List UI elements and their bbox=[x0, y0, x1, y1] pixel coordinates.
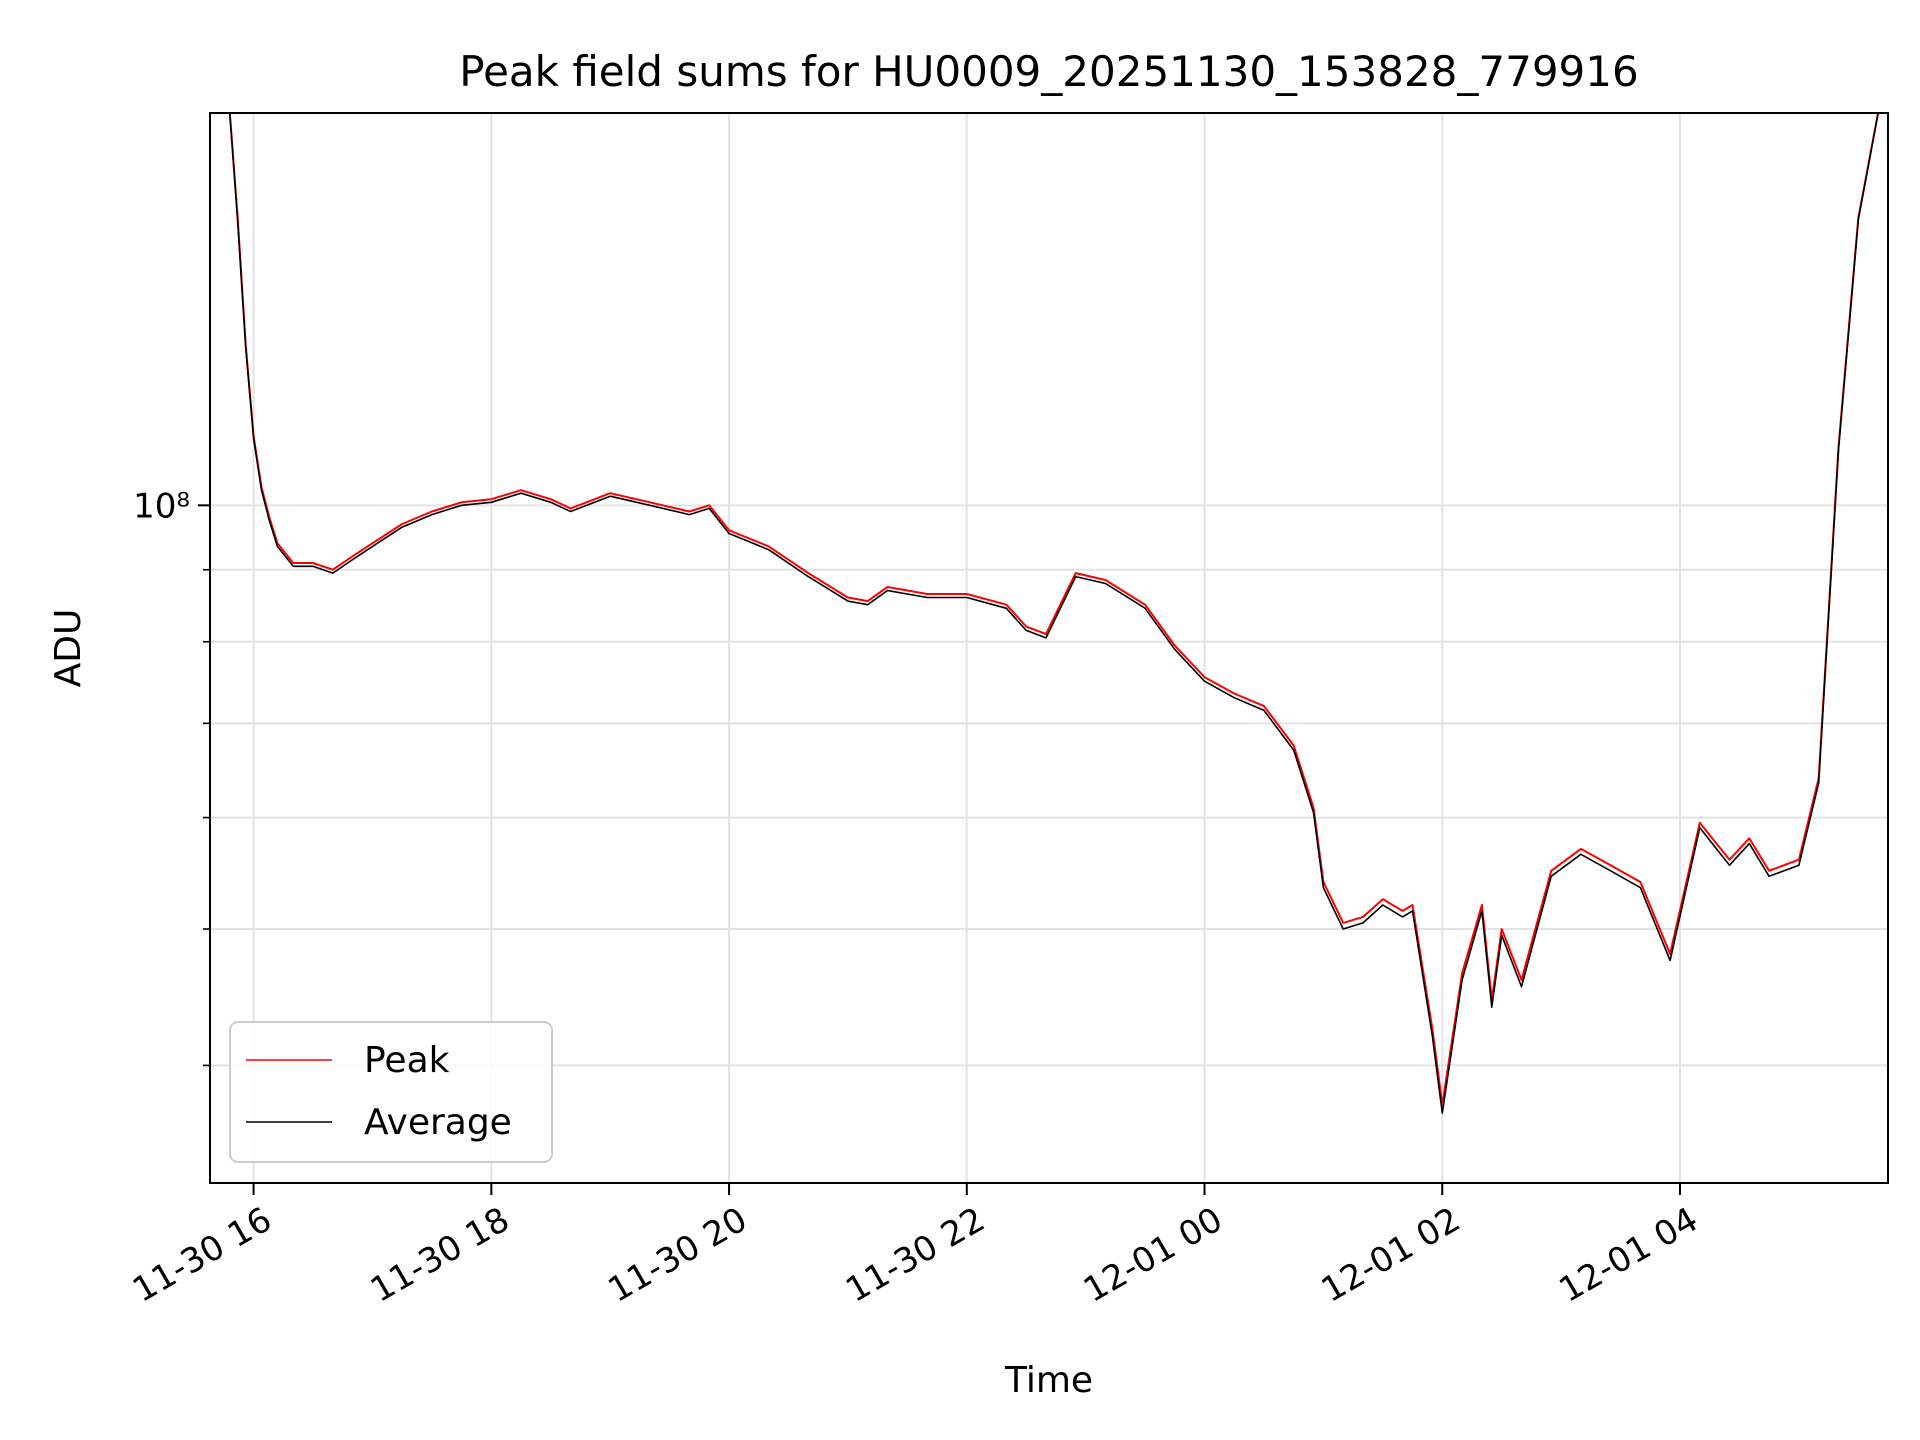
legend-box bbox=[229, 1021, 553, 1163]
y-axis-label: ADU bbox=[48, 609, 89, 688]
legend: Peak Average bbox=[229, 1021, 553, 1163]
series-line-average bbox=[229, 113, 1879, 1114]
y-tick-label: 10⁸ bbox=[133, 486, 190, 526]
plot-frame bbox=[209, 112, 1889, 1184]
series-group bbox=[228, 113, 1880, 1114]
series-line-peak bbox=[228, 113, 1880, 1106]
legend-label-average: Average bbox=[364, 1102, 512, 1143]
x-axis-label: Time bbox=[1004, 1360, 1093, 1401]
chart-title: Peak field sums for HU0009_20251130_1538… bbox=[459, 47, 1638, 96]
legend-label-peak: Peak bbox=[364, 1040, 450, 1081]
